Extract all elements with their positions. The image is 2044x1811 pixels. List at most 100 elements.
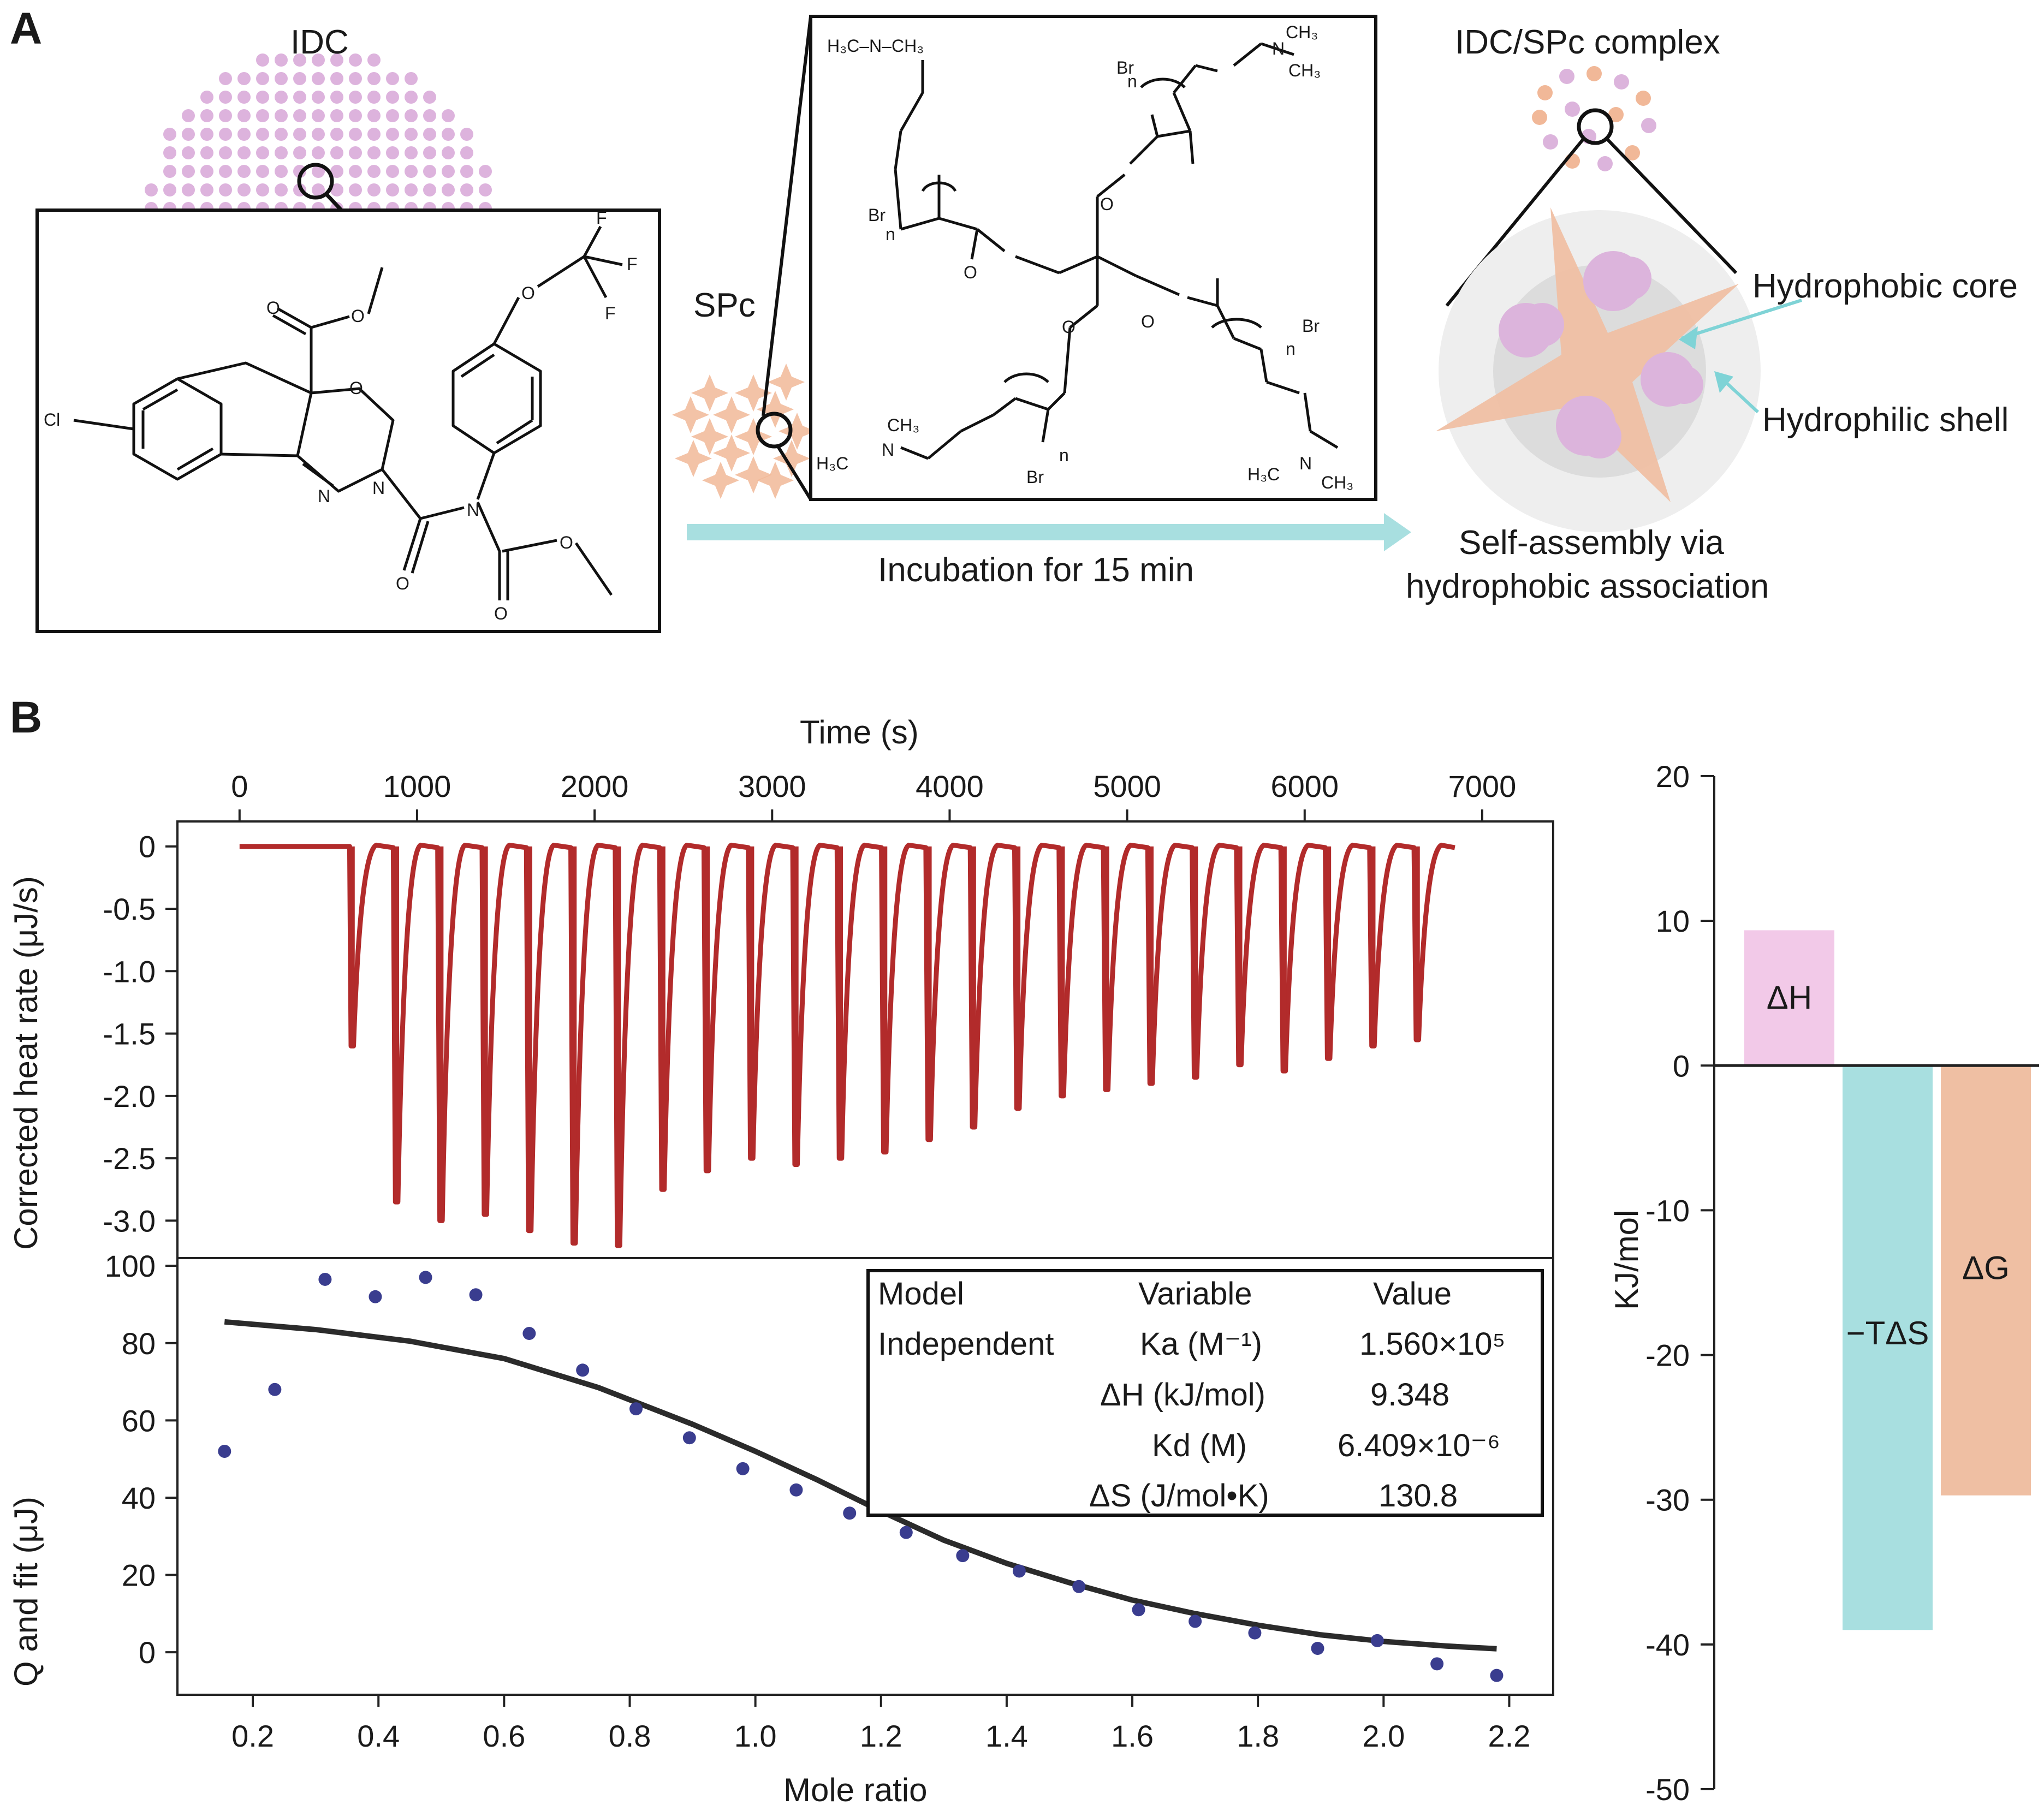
- svg-text:N: N: [1299, 454, 1312, 473]
- q-data-point: [469, 1288, 483, 1302]
- time-tick-label: 7000: [1448, 769, 1517, 803]
- idc-particle: [275, 53, 288, 67]
- q-data-point: [576, 1363, 590, 1377]
- svg-text:O: O: [396, 574, 409, 593]
- idc-particle: [200, 109, 213, 122]
- idc-particle: [367, 128, 381, 141]
- idc-particle: [367, 72, 381, 85]
- raw-y-tick-label: -3.0: [103, 1204, 156, 1238]
- idc-particle: [275, 183, 288, 196]
- svg-text:n: n: [1127, 72, 1137, 91]
- idc-particle: [312, 165, 325, 178]
- svg-text:N: N: [318, 486, 330, 506]
- idc-particle: [275, 72, 288, 85]
- idc-magnifier-icon: [297, 163, 334, 200]
- svg-text:Br: Br: [868, 205, 886, 225]
- idc-particle: [237, 91, 251, 104]
- bar-label: −TΔS: [1846, 1315, 1929, 1351]
- spc-star: [713, 434, 750, 472]
- idc-particle: [256, 128, 269, 141]
- raw-y-tick-label: -1.0: [103, 954, 156, 988]
- idc-particle: [405, 91, 418, 104]
- table-cell-kd-value: 6.409×10⁻⁶: [1338, 1428, 1500, 1463]
- idc-particle: [275, 165, 288, 178]
- svg-text:N: N: [1272, 39, 1285, 58]
- idc-particle: [256, 183, 269, 196]
- idc-particle: [145, 183, 158, 196]
- idc-particle: [219, 165, 232, 178]
- idc-particle: [312, 146, 325, 159]
- spc-star: [773, 440, 810, 477]
- spc-star-cluster: [672, 364, 816, 499]
- idc-particle: [256, 165, 269, 178]
- idc-structure: [73, 225, 623, 600]
- idc-particle: [386, 183, 399, 196]
- svg-text:Br: Br: [1302, 316, 1320, 336]
- idc-particle: [349, 146, 362, 159]
- idc-particle: [423, 128, 436, 141]
- table-cell-kd: Kd (M): [1152, 1428, 1247, 1463]
- idc-particle: [330, 146, 343, 159]
- mole-ratio-tick-label: 1.8: [1237, 1719, 1279, 1753]
- complex-particle: [1532, 110, 1547, 125]
- panel-a-letter: A: [10, 4, 42, 53]
- idc-particle: [386, 109, 399, 122]
- core-label: Hydrophobic core: [1752, 267, 2018, 305]
- svg-text:Cl: Cl: [44, 410, 60, 430]
- idc-particle: [312, 109, 325, 122]
- idc-particle: [200, 183, 213, 196]
- table-cell-ka-value: 1.560×10⁵: [1359, 1326, 1506, 1362]
- idc-particle: [237, 183, 251, 196]
- idc-particle: [330, 53, 343, 67]
- idc-particle: [256, 72, 269, 85]
- raw-y-axis-title: Corrected heat rate (μJ/s): [8, 876, 44, 1250]
- idc-particle: [163, 146, 176, 159]
- idc-particle: [293, 146, 306, 159]
- mole-ratio-tick-label: 1.0: [734, 1719, 777, 1753]
- assembly-label-line1: Self-assembly via: [1459, 524, 1724, 562]
- bar-y-tick-label: -50: [1645, 1772, 1690, 1807]
- svg-text:O: O: [494, 604, 508, 623]
- svg-text:F: F: [627, 254, 638, 274]
- complex-particle: [1597, 156, 1613, 171]
- idc-particle: [442, 183, 455, 196]
- spc-magnifier-icon: [756, 412, 793, 449]
- idc-particle: [312, 183, 325, 196]
- bar-y-tick-label: 0: [1673, 1049, 1690, 1083]
- svg-text:O: O: [1100, 194, 1114, 214]
- idc-particle: [200, 128, 213, 141]
- q-data-point: [369, 1290, 382, 1303]
- idc-particle: [256, 53, 269, 67]
- svg-text:O: O: [1062, 317, 1076, 337]
- q-data-point: [843, 1506, 857, 1520]
- panel-b-letter: B: [10, 693, 42, 742]
- spc-star: [757, 391, 794, 428]
- idc-particle: [200, 91, 213, 104]
- time-axis-title: Time (s): [800, 714, 919, 750]
- spc-atom-labels: H₃C–N–CH₃ H₃C CH₃ N Br n Br n Br n Br n …: [816, 22, 1353, 492]
- spc-star: [757, 462, 794, 499]
- fit-curve: [224, 1319, 1497, 1652]
- svg-text:N: N: [372, 478, 385, 498]
- idc-particle: [163, 128, 176, 141]
- idc-particle: [293, 72, 306, 85]
- svg-text:O: O: [964, 263, 977, 282]
- spc-star: [735, 418, 772, 455]
- bar-label: ΔG: [1962, 1249, 2010, 1286]
- idc-particle: [330, 128, 343, 141]
- iso-y-tick-label: 60: [122, 1403, 156, 1438]
- shell-label: Hydrophilic shell: [1762, 401, 2009, 439]
- idc-particle: [349, 183, 362, 196]
- idc-particle: [312, 91, 325, 104]
- complex-label: IDC/SPc complex: [1455, 23, 1720, 61]
- mole-ratio-tick-label: 2.2: [1488, 1719, 1531, 1753]
- q-data-point: [1248, 1626, 1262, 1640]
- svg-text:O: O: [1141, 312, 1155, 331]
- idc-particle: [405, 109, 418, 122]
- svg-text:CH₃: CH₃: [1286, 22, 1318, 42]
- idc-particle: [275, 128, 288, 141]
- raw-y-tick-label: -0.5: [103, 892, 156, 926]
- svg-text:CH₃: CH₃: [1321, 473, 1353, 492]
- spc-star: [702, 462, 739, 499]
- idc-particle: [442, 165, 455, 178]
